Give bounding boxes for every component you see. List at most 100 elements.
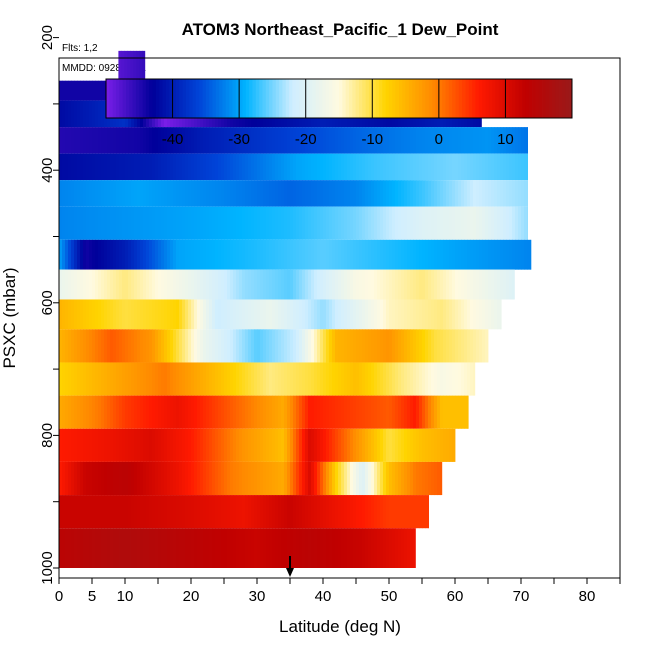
heat-cell-level-2	[59, 100, 63, 128]
heat-cell-level-5	[497, 180, 501, 207]
heat-cell-level-4	[380, 153, 384, 181]
heat-cell-level-12	[338, 395, 342, 429]
colorbar-swatch	[106, 79, 110, 118]
heat-cell-level-6	[257, 206, 261, 240]
heat-cell-level-15	[359, 495, 363, 529]
heat-cell-level-12	[104, 395, 108, 429]
heat-cell-level-10	[212, 329, 216, 363]
heat-cell-level-9	[455, 299, 459, 330]
heat-cell-level-4	[233, 153, 237, 181]
heat-cell-level-7	[116, 239, 120, 270]
heat-cell-level-13	[98, 428, 102, 462]
heat-cell-level-10	[428, 329, 432, 363]
heat-cell-level-8	[341, 269, 345, 300]
x-tick-label: 80	[579, 588, 596, 605]
heat-cell-level-11	[272, 362, 276, 396]
heat-cell-level-14	[152, 461, 156, 496]
colorbar-swatch	[362, 79, 367, 118]
heat-cell-level-13	[158, 428, 162, 462]
colorbar-swatch	[329, 79, 333, 118]
heat-cell-level-13	[449, 428, 453, 462]
heat-cell-level-12	[299, 395, 303, 429]
heat-cell-level-16	[182, 528, 186, 568]
heat-cell-level-6	[287, 206, 291, 240]
heat-cell-level-4	[104, 153, 108, 181]
heat-cell-level-3	[158, 127, 162, 154]
heat-cell-level-3	[65, 127, 69, 154]
heat-cell-level-6	[251, 206, 255, 240]
colorbar-swatch	[342, 79, 347, 118]
heat-cell-level-13	[365, 428, 369, 462]
heat-cell-level-13	[446, 428, 450, 462]
colorbar-swatch	[165, 79, 170, 118]
heat-cell-level-9	[467, 299, 471, 330]
heat-cell-level-12	[170, 395, 174, 429]
heat-cell-level-6	[218, 206, 222, 240]
heat-cell-level-12	[176, 395, 180, 429]
heat-cell-level-16	[194, 528, 198, 568]
heat-cell-level-12	[455, 395, 459, 429]
heat-cell-level-5	[383, 180, 387, 207]
heat-cell-level-3	[251, 127, 255, 154]
heat-cell-level-15	[326, 495, 330, 529]
heat-cell-level-0	[136, 50, 140, 81]
heat-cell-level-10	[197, 329, 201, 363]
heat-cell-level-5	[305, 180, 309, 207]
heat-cell-level-7	[131, 239, 135, 270]
heat-cell-level-5	[221, 180, 225, 207]
heat-cell-level-5	[191, 180, 195, 207]
heat-cell-level-6	[95, 206, 99, 240]
heat-cell-level-13	[182, 428, 186, 462]
heat-cell-level-6	[458, 206, 462, 240]
heat-cell-level-9	[368, 299, 372, 330]
heat-cell-level-5	[344, 180, 348, 207]
heat-cell-level-5	[206, 180, 210, 207]
heat-cell-level-7	[74, 239, 78, 270]
heat-cell-level-7	[263, 239, 267, 270]
heat-cell-level-8	[77, 269, 81, 300]
heat-cell-level-8	[122, 269, 126, 300]
heat-cell-level-9	[284, 299, 288, 330]
heat-cell-level-8	[344, 269, 348, 300]
heat-cell-level-4	[83, 153, 87, 181]
heat-cell-level-15	[254, 495, 258, 529]
heat-cell-level-10	[116, 329, 120, 363]
heat-cell-level-7	[164, 239, 168, 270]
heat-cell-level-10	[173, 329, 177, 363]
heat-cell-level-6	[332, 206, 336, 240]
colorbar-swatch	[222, 79, 227, 118]
heat-cell-level-8	[161, 269, 165, 300]
heat-cell-level-11	[395, 362, 399, 396]
heat-cell-level-6	[113, 206, 117, 240]
heat-cell-level-11	[68, 362, 72, 396]
heat-cell-level-12	[119, 395, 123, 429]
heat-cell-level-3	[398, 127, 402, 154]
heat-cell-level-13	[422, 428, 426, 462]
heat-cell-level-4	[458, 153, 462, 181]
heat-cell-level-4	[167, 153, 171, 181]
heat-cell-level-7	[161, 239, 165, 270]
heat-cell-level-12	[380, 395, 384, 429]
heat-cell-level-3	[425, 127, 429, 154]
heat-cell-level-9	[395, 299, 399, 330]
colorbar-swatch	[555, 79, 560, 118]
heat-cell-level-10	[320, 329, 324, 363]
heat-cell-level-2	[62, 100, 66, 128]
heat-cell-level-3	[257, 127, 261, 154]
heat-cell-level-3	[161, 127, 165, 154]
heat-cell-level-6	[116, 206, 120, 240]
heat-cell-level-14	[440, 461, 443, 496]
heat-cell-level-10	[434, 329, 438, 363]
heat-cell-level-9	[218, 299, 222, 330]
heat-cell-level-5	[341, 180, 345, 207]
heat-cell-level-10	[365, 329, 369, 363]
heat-cell-level-5	[293, 180, 297, 207]
heat-cell-level-3	[320, 127, 324, 154]
heat-cell-level-10	[380, 329, 384, 363]
heat-cell-level-10	[323, 329, 327, 363]
heat-cell-level-12	[434, 395, 438, 429]
heat-cell-level-15	[257, 495, 261, 529]
heat-cell-level-13	[431, 428, 435, 462]
heat-cell-level-8	[152, 269, 156, 300]
heat-cell-level-10	[305, 329, 309, 363]
